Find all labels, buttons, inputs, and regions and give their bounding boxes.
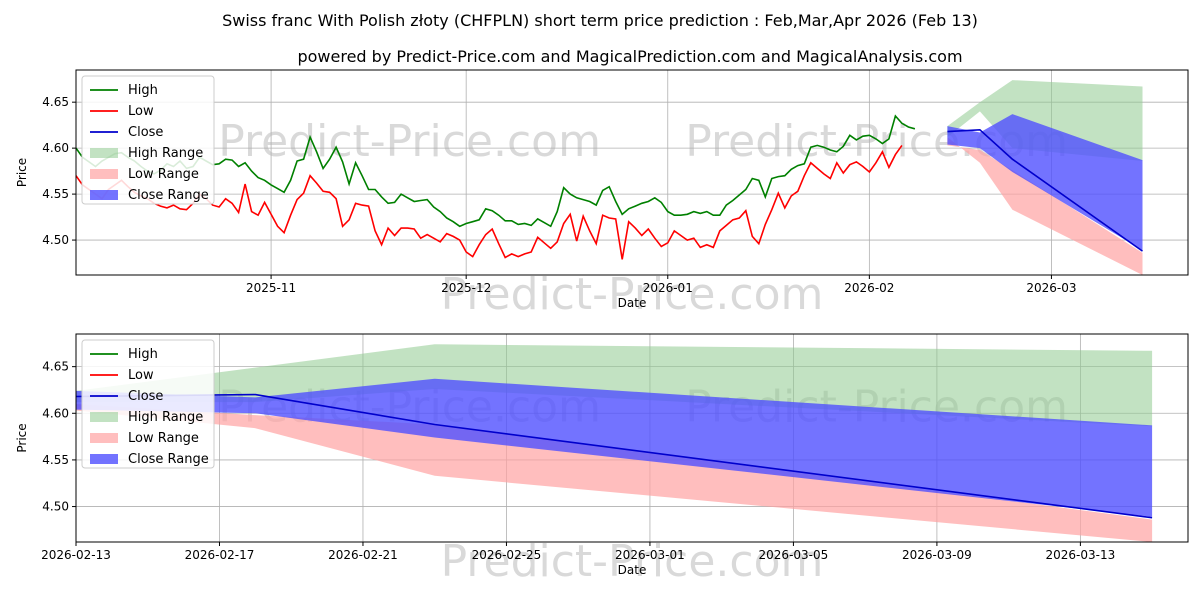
low-range-area — [76, 404, 1153, 542]
legend-label: Close — [128, 389, 163, 404]
y-tick-label: 4.60 — [42, 141, 69, 155]
y-tick-label: 4.50 — [42, 233, 69, 247]
legend-label: High Range — [128, 410, 203, 425]
x-tick-label: 2026-03-01 — [615, 548, 685, 562]
plot-border — [75, 333, 1189, 543]
legend-label: High — [128, 347, 158, 362]
legend-swatch-patch — [90, 190, 118, 200]
x-axis-label: Date — [618, 563, 647, 577]
x-tick-label: 2026-02 — [844, 281, 894, 295]
low-range-area — [947, 137, 1143, 275]
watermark-text: Predict-Price.com — [218, 116, 601, 167]
chart-title: Swiss franc With Polish złoty (CHFPLN) s… — [222, 11, 978, 30]
low-series-line — [75, 144, 903, 260]
x-tick-label: 2026-03-05 — [759, 548, 829, 562]
high-range-area — [947, 80, 1143, 161]
y-tick-label: 4.65 — [42, 360, 69, 374]
y-tick-label: 4.55 — [42, 453, 69, 467]
legend-swatch-patch — [90, 454, 118, 464]
x-tick-label: 2025-12 — [441, 281, 491, 295]
y-axis-label: Price — [15, 423, 29, 452]
x-tick-label: 2026-02-13 — [41, 548, 111, 562]
plot-border — [75, 69, 1189, 276]
legend-swatch-patch — [90, 169, 118, 179]
y-tick-label: 4.60 — [42, 406, 69, 420]
high-range-area — [76, 344, 1153, 427]
x-axis-label: Date — [618, 296, 647, 310]
x-tick-label: 2026-01 — [643, 281, 693, 295]
y-tick-label: 4.55 — [42, 187, 69, 201]
y-tick-label: 4.50 — [42, 500, 69, 514]
y-tick-label: 4.65 — [42, 95, 69, 109]
legend-label: Low — [128, 368, 154, 383]
legend-label: Close Range — [128, 188, 209, 203]
forecast-detail-panel: Predict-Price.comPredict-Price.comPredic… — [15, 333, 1189, 587]
legend-label: Low — [128, 104, 154, 119]
legend-label: Low Range — [128, 167, 199, 182]
legend-swatch-patch — [90, 412, 118, 422]
y-axis-label: Price — [15, 158, 29, 187]
history-forecast-panel: Predict-Price.com Predict-Price.comPredic… — [15, 69, 1189, 320]
x-tick-label: 2026-03-09 — [902, 548, 972, 562]
x-tick-label: 2025-11 — [246, 281, 296, 295]
legend-label: High — [128, 83, 158, 98]
close-series-line — [947, 128, 1143, 252]
watermark-text: Predict-Price.com — [441, 536, 824, 587]
watermark-text: Predict-Price.com — [441, 269, 824, 320]
x-tick-label: 2026-02-17 — [185, 548, 255, 562]
legend-label: High Range — [128, 146, 203, 161]
chart-subtitle: powered by Predict-Price.com and Magical… — [297, 47, 962, 66]
legend-swatch-patch — [90, 148, 118, 158]
x-tick-label: 2026-03 — [1026, 281, 1076, 295]
x-tick-label: 2026-03-13 — [1046, 548, 1116, 562]
legend-label: Close Range — [128, 452, 209, 467]
x-tick-label: 2026-02-21 — [328, 548, 398, 562]
legend-label: Low Range — [128, 431, 199, 446]
legend-label: Close — [128, 125, 163, 140]
x-tick-label: 2026-02-25 — [472, 548, 542, 562]
legend-swatch-patch — [90, 433, 118, 443]
high-series-line — [75, 114, 916, 228]
